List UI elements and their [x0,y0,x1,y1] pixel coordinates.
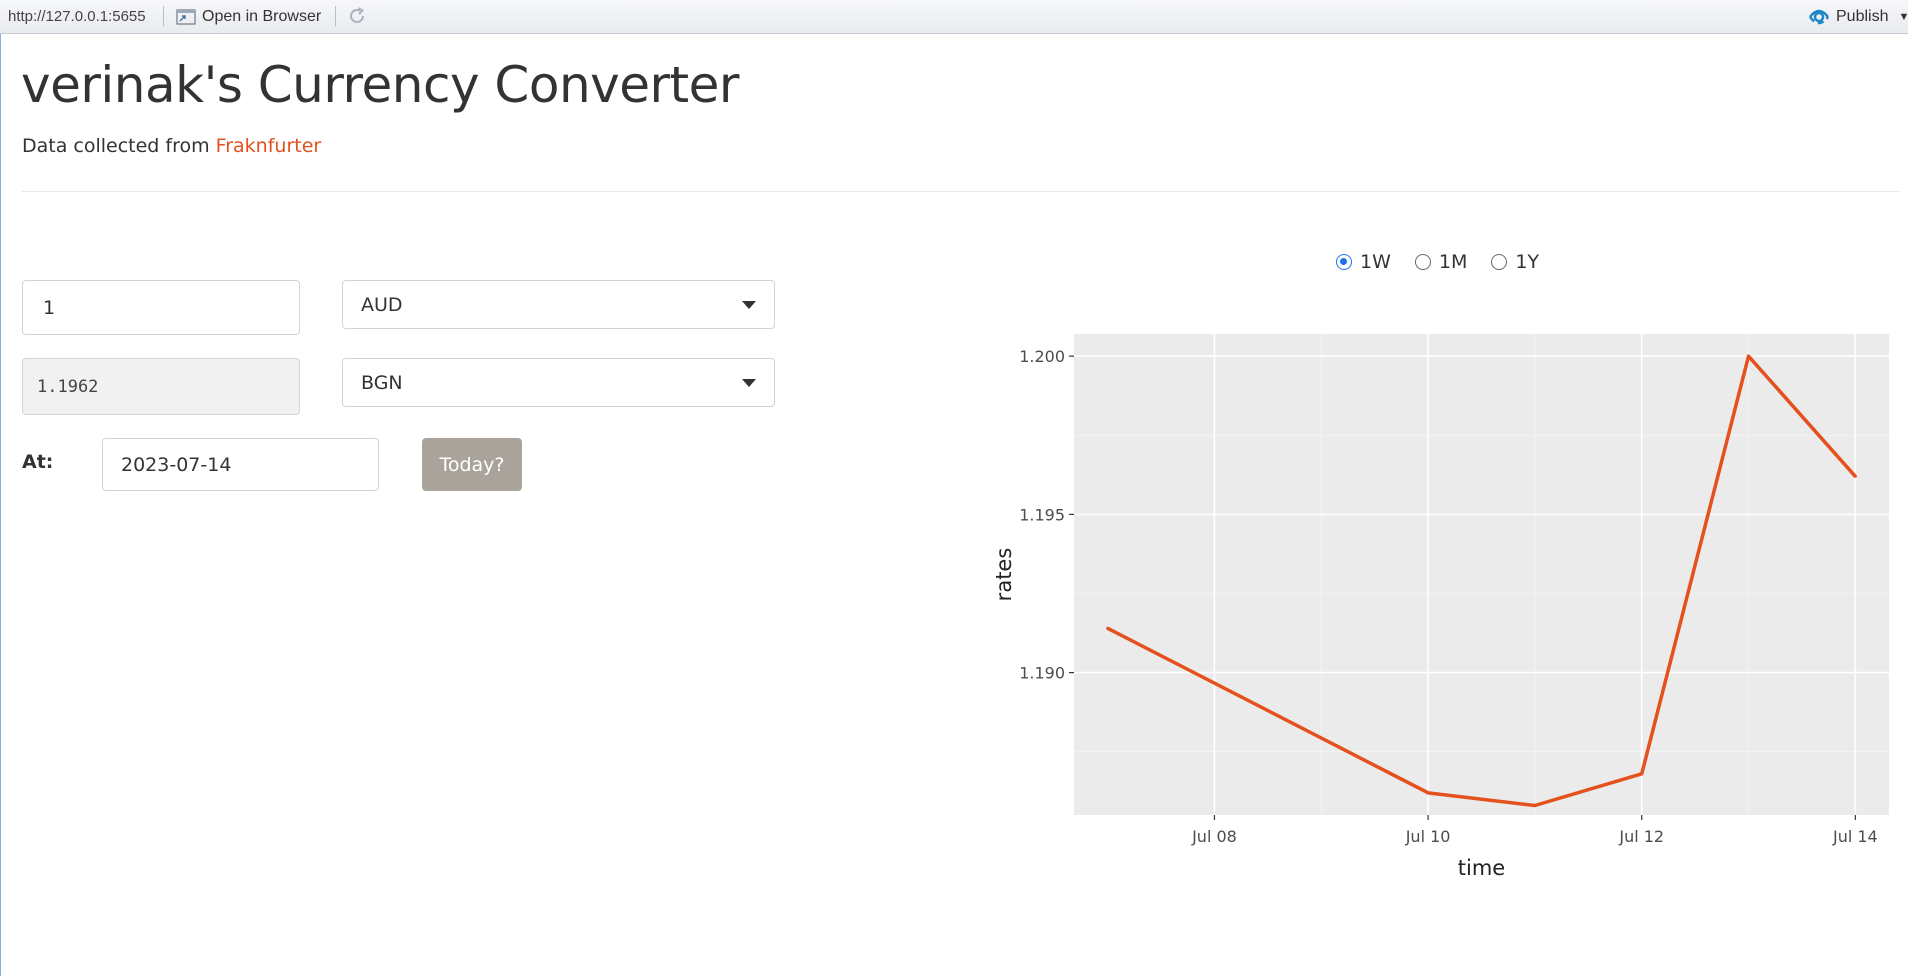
data-point [1747,354,1751,358]
from-currency-select[interactable]: AUD [342,280,775,329]
data-point [1533,804,1537,808]
from-currency-value: AUD [361,293,403,316]
plot-panel [1074,334,1889,815]
source-link[interactable]: Fraknfurter [215,135,322,157]
y-tick-label: 1.200 [1019,347,1065,366]
period-label: 1Y [1515,251,1540,273]
period-option-1y[interactable]: 1Y [1491,251,1539,273]
open-in-browser-label: Open in Browser [202,8,322,25]
publish-label: Publish [1836,8,1889,25]
x-tick-label: Jul 14 [1832,827,1878,846]
page-title: verinak's Currency Converter [21,56,739,114]
y-axis-title: rates [992,548,1016,602]
url-text: http://127.0.0.1:5655 [8,8,146,25]
divider [22,191,1900,192]
x-axis-title: time [1458,856,1505,880]
period-label: 1M [1438,251,1468,273]
x-tick-label: Jul 12 [1618,827,1664,846]
toolbar-divider [335,6,336,26]
chevron-down-icon[interactable]: ▼ [1898,11,1908,23]
subtitle: Data collected from Fraknfurter [22,135,321,157]
radio-button[interactable] [1491,254,1508,270]
x-tick-label: Jul 10 [1405,827,1451,846]
refresh-icon [350,7,365,23]
radio-button[interactable] [1336,254,1352,270]
radio-button[interactable] [1414,254,1431,270]
data-point [1426,791,1430,795]
refresh-button[interactable] [346,5,368,32]
dropdown-caret-icon [742,378,756,387]
data-point [1853,474,1857,478]
data-point [1106,626,1110,630]
browser-window-icon [176,9,196,25]
viewer-toolbar: http://127.0.0.1:5655 Open in Browser Pu… [0,0,1908,34]
rates-line [1106,354,1857,808]
subtitle-text: Data collected from [22,135,216,157]
to-currency-value: BGN [361,371,403,394]
today-button[interactable]: Today? [422,438,522,491]
open-in-browser-button[interactable]: Open in Browser [176,6,321,28]
rates-chart: 1.190 1.195 1.200 Jul 08 Jul 10 Jul 12 Jul 14 t… [992,334,1889,880]
period-option-1w[interactable]: 1W [1336,251,1391,273]
y-tick-label: 1.190 [1019,664,1065,683]
period-label: 1W [1360,251,1391,273]
date-input[interactable]: 2023-07-14 [102,438,379,491]
dropdown-caret-icon [742,300,756,309]
period-option-1m[interactable]: 1M [1414,251,1468,273]
x-tick-label: Jul 08 [1191,827,1237,846]
y-tick-label: 1.195 [1019,505,1065,524]
result-field: 1.1962 [22,358,300,415]
publish-button[interactable]: Publish ▼ [1808,6,1908,28]
app-frame [0,34,1908,976]
period-radio-group: 1W 1M 1Y [1336,251,1539,273]
to-currency-select[interactable]: BGN [342,358,775,407]
publish-icon [1809,9,1829,25]
toolbar-divider [163,6,164,26]
amount-input[interactable]: 1 [22,280,300,335]
data-point [1640,772,1644,776]
date-label: At: [22,451,54,473]
